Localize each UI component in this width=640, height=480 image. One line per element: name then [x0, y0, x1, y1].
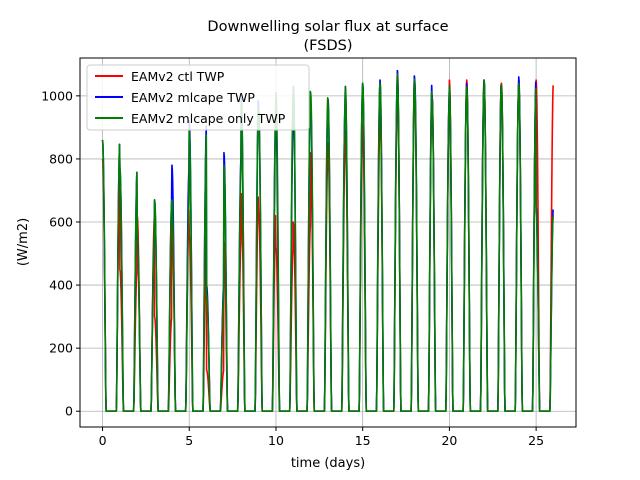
legend: EAMv2 ctl TWP EAMv2 mlcape TWP EAMv2 mlc… — [86, 64, 310, 131]
x-axis: 0 5 10 15 20 25 — [99, 427, 544, 448]
y-axis: 0 200 400 600 800 1000 — [41, 88, 80, 419]
x-axis-label: time (days) — [291, 456, 365, 471]
y-tick-label: 400 — [49, 278, 73, 293]
x-tick-label: 5 — [185, 433, 193, 448]
plot-frame — [79, 57, 577, 428]
legend-label-ctl: EAMv2 ctl TWP — [131, 69, 225, 84]
y-axis-label: (W/m2) — [16, 218, 31, 266]
x-tick-label: 15 — [355, 433, 371, 448]
y-tick-label: 1000 — [41, 88, 73, 103]
y-tick-label: 0 — [65, 404, 73, 419]
y-tick-label: 800 — [49, 151, 73, 166]
x-tick-label: 10 — [268, 433, 284, 448]
chart-title: Downwelling solar flux at surface — [207, 19, 448, 35]
series-line-2 — [101, 72, 554, 413]
legend-label-mlcape: EAMv2 mlcape TWP — [131, 90, 255, 105]
chart-subtitle: (FSDS) — [304, 38, 353, 54]
x-tick-label: 0 — [99, 433, 107, 448]
y-tick-label: 200 — [49, 341, 73, 356]
legend-box — [86, 64, 310, 131]
x-tick-label: 25 — [528, 433, 544, 448]
legend-label-mlcape-only: EAMv2 mlcape only TWP — [131, 111, 286, 126]
x-tick-label: 20 — [441, 433, 457, 448]
series-layer — [101, 69, 554, 413]
y-tick-label: 600 — [49, 215, 73, 230]
